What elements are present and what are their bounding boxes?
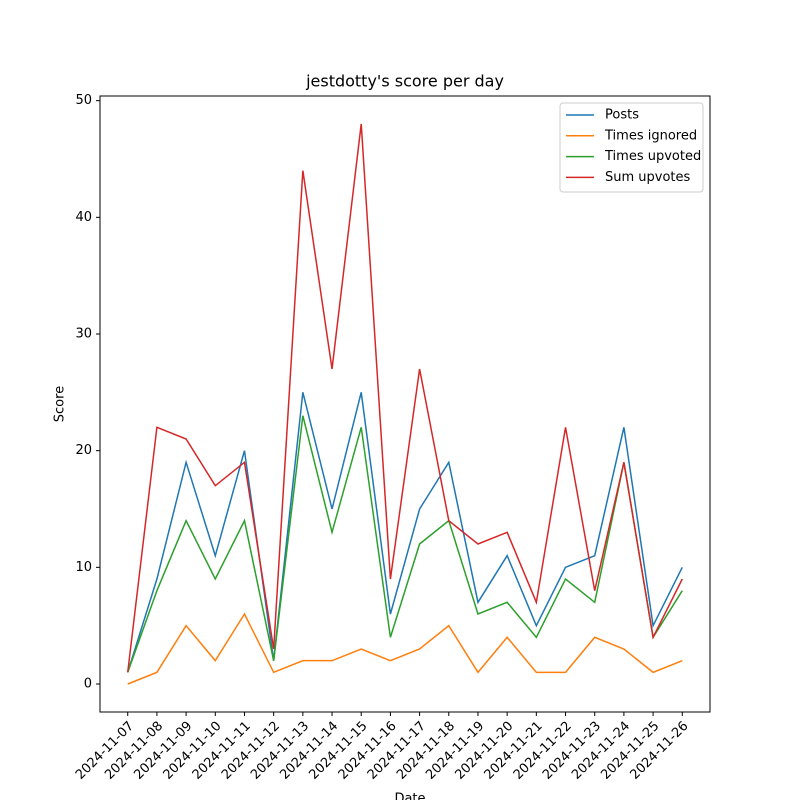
legend-label: Sum upvotes (605, 170, 691, 185)
legend-box (559, 102, 704, 193)
legend-label: Times ignored (604, 128, 697, 143)
y-tick-label: 10 (75, 560, 92, 575)
series-line (127, 392, 683, 673)
plot-frame (99, 95, 711, 713)
y-tick-label: 20 (75, 443, 92, 458)
y-tick-label: 30 (75, 327, 92, 342)
series-line (126, 123, 683, 673)
y-tick-label: 0 (84, 677, 92, 692)
x-axis-label: Date (394, 792, 425, 800)
y-tick-label: 40 (75, 210, 92, 225)
legend-label: Times upvoted (604, 149, 701, 164)
series-line (127, 612, 683, 685)
series-line (127, 415, 683, 673)
chart-title: jestdotty's score per day (305, 72, 504, 91)
y-tick-label: 50 (75, 93, 92, 108)
y-axis-label: Score (53, 386, 68, 422)
legend-label: Posts (605, 108, 639, 123)
